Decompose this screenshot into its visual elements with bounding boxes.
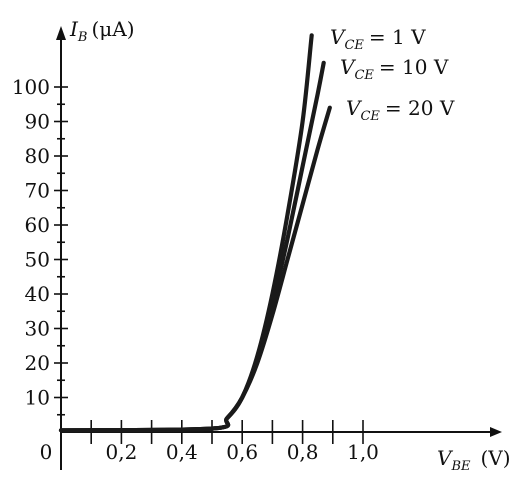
y-tick-label: 30 bbox=[25, 317, 50, 341]
tick-labels: 0,2 0,4 0,6 0,8 1,0 10 20 30 40 50 60 70 80 90 100 bbox=[12, 75, 379, 464]
axes bbox=[56, 26, 502, 470]
y-tick-label: 40 bbox=[25, 282, 50, 306]
x-tick-label: 0,2 bbox=[105, 440, 137, 464]
curve-vce-1v bbox=[58, 33, 314, 433]
y-tick-label: 90 bbox=[25, 110, 50, 134]
y-tick-label: 80 bbox=[25, 144, 50, 168]
y-axis-label: IB (μA) bbox=[69, 17, 135, 45]
origin-label: 0 bbox=[40, 440, 53, 464]
x-tick-label: 0,8 bbox=[287, 440, 319, 464]
y-tick-label: 70 bbox=[25, 179, 50, 203]
x-tick-label: 0,6 bbox=[226, 440, 258, 464]
curves bbox=[58, 33, 332, 433]
y-tick-label: 100 bbox=[12, 75, 50, 99]
x-axis-label: VBE (V) bbox=[437, 446, 511, 474]
series-label-vce-1v: VCE = 1 V bbox=[330, 25, 426, 53]
ticks bbox=[54, 86, 364, 444]
curve-vce-20v bbox=[58, 105, 332, 433]
y-tick-label: 50 bbox=[25, 248, 50, 272]
x-tick-label: 1,0 bbox=[347, 440, 379, 464]
series-label-vce-20v: VCE = 20 V bbox=[346, 96, 455, 124]
x-axis-arrow bbox=[490, 427, 502, 437]
y-axis-arrow bbox=[56, 26, 66, 40]
curve-vce-10v bbox=[58, 60, 326, 433]
y-tick-label: 10 bbox=[25, 386, 50, 410]
series-label-vce-10v: VCE = 10 V bbox=[340, 55, 449, 83]
y-tick-label: 60 bbox=[25, 213, 50, 237]
x-tick-label: 0,4 bbox=[166, 440, 198, 464]
y-tick-label: 20 bbox=[25, 351, 50, 375]
